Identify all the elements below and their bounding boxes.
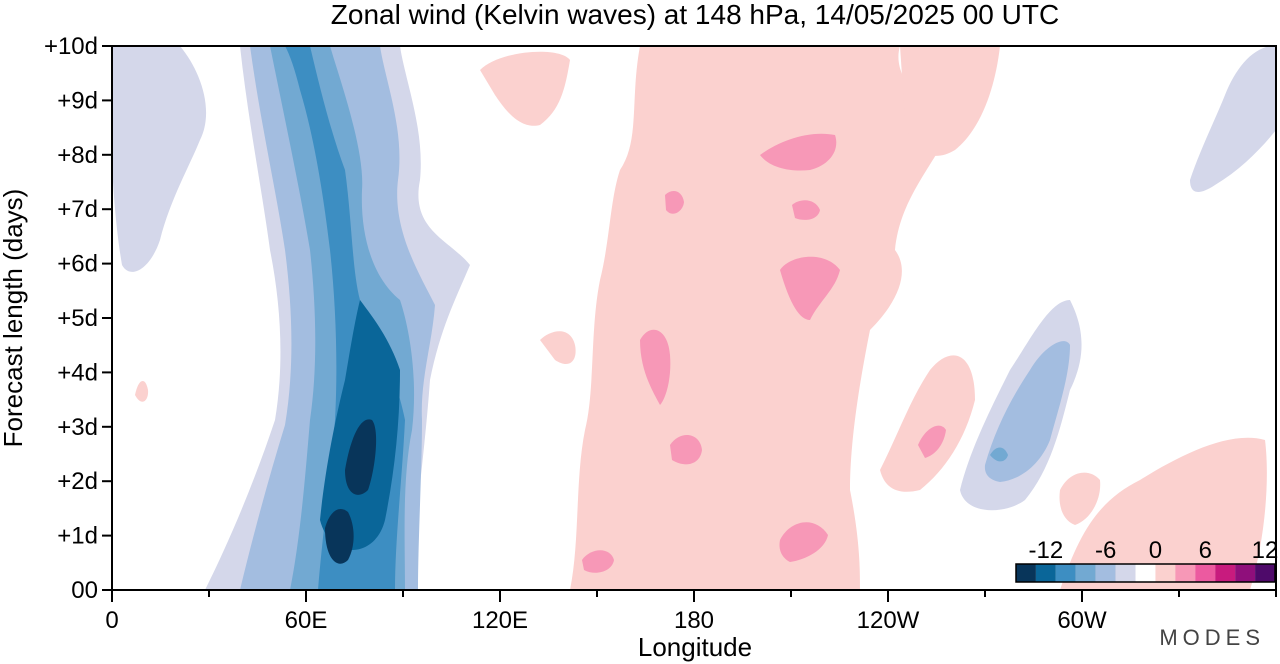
negative-anomaly-core-upper xyxy=(345,419,377,495)
y-axis-ticks: 00 +1d +2d +3d +4d +5d +6d +7d +8d +9d +10d xyxy=(44,33,112,604)
contour-fills xyxy=(112,46,1276,590)
x-tick-label: 120E xyxy=(472,607,528,634)
colorbar-tick-label: 6 xyxy=(1199,537,1212,564)
y-tick-label: +9d xyxy=(57,87,98,114)
negative-anomaly-core-lower xyxy=(325,508,354,564)
colorbar xyxy=(1015,563,1276,583)
colorbar-swatch xyxy=(1016,564,1036,582)
x-tick-label: 180 xyxy=(674,607,714,634)
positive-anomaly-blob-3 xyxy=(780,256,840,320)
y-tick-label: +5d xyxy=(57,305,98,332)
x-tick-label: 120W xyxy=(857,607,920,634)
positive-anomaly-midright xyxy=(880,355,975,492)
colorbar-swatch xyxy=(1035,564,1056,582)
negative-anomaly-east-streak-inner xyxy=(984,341,1070,482)
colorbar-swatch xyxy=(1055,564,1076,582)
positive-anomaly-blob-4 xyxy=(779,522,828,562)
negative-anomaly-band-12 xyxy=(320,300,400,550)
positive-anomaly-blob-7 xyxy=(665,190,684,214)
positive-anomaly-southeast xyxy=(1060,437,1267,590)
y-tick-label: +7d xyxy=(57,196,98,223)
negative-anomaly-left-blob xyxy=(112,46,207,272)
colorbar-swatch xyxy=(1155,564,1176,582)
positive-anomaly-northwest xyxy=(480,51,570,126)
positive-anomaly-west-small xyxy=(540,331,576,365)
x-axis-label: Longitude xyxy=(638,632,752,662)
positive-anomaly-central xyxy=(570,46,950,590)
positive-anomaly-blob-6 xyxy=(582,550,614,573)
x-tick-label: 60W xyxy=(1057,607,1107,634)
colorbar-labels: -12 -6 0 6 12 xyxy=(1029,537,1279,564)
x-tick-label: 0 xyxy=(105,607,118,634)
positive-anomaly-south-small xyxy=(1059,472,1101,525)
colorbar-swatch xyxy=(1075,564,1096,582)
x-tick-label: 60E xyxy=(285,607,328,634)
positive-anomaly-blob-2 xyxy=(760,133,837,171)
colorbar-swatch xyxy=(1095,564,1116,582)
colorbar-swatch xyxy=(1255,564,1275,582)
positive-anomaly-far-left xyxy=(135,380,149,402)
colorbar-tick-label: -12 xyxy=(1029,537,1064,564)
y-tick-label: +6d xyxy=(57,251,98,278)
x-axis-ticks: 0 60E 120E 180 120W 60W xyxy=(105,590,1277,634)
negative-anomaly-northeast xyxy=(1190,46,1276,192)
colorbar-frame xyxy=(1015,563,1276,583)
positive-anomaly-blob-9 xyxy=(918,425,946,458)
y-axis-label: Forecast length (days) xyxy=(0,189,28,448)
positive-anomaly-blob-8 xyxy=(792,200,820,220)
colorbar-swatch xyxy=(1115,564,1136,582)
chart-title: Zonal wind (Kelvin waves) at 148 hPa, 14… xyxy=(331,0,1059,30)
y-tick-label: +3d xyxy=(57,414,98,441)
positive-anomaly-blob-1 xyxy=(640,329,671,405)
positive-anomaly-blob-5 xyxy=(670,434,702,465)
positive-anomaly-north-right xyxy=(900,46,1000,156)
colorbar-tick-label: 0 xyxy=(1149,537,1162,564)
brand-logo: MODES xyxy=(1159,625,1265,650)
colorbar-swatch xyxy=(1215,564,1236,582)
y-tick-label: +2d xyxy=(57,468,98,495)
y-tick-label: +4d xyxy=(57,359,98,386)
colorbar-swatch xyxy=(1175,564,1196,582)
negative-anomaly-east-core xyxy=(990,447,1008,462)
colorbar-tick-label: 12 xyxy=(1252,537,1279,564)
colorbar-swatch xyxy=(1195,564,1216,582)
y-tick-label: 00 xyxy=(71,577,98,604)
colorbar-tick-label: -6 xyxy=(1095,537,1116,564)
y-tick-label: +1d xyxy=(57,523,98,550)
y-tick-label: +10d xyxy=(44,33,98,60)
y-tick-label: +8d xyxy=(57,142,98,169)
colorbar-swatch xyxy=(1235,564,1256,582)
colorbar-swatch xyxy=(1135,564,1156,582)
plot-area: 0 60E 120E 180 120W 60W 00 +1d +2d +3d +4d +5d +6d +… xyxy=(44,33,1277,634)
